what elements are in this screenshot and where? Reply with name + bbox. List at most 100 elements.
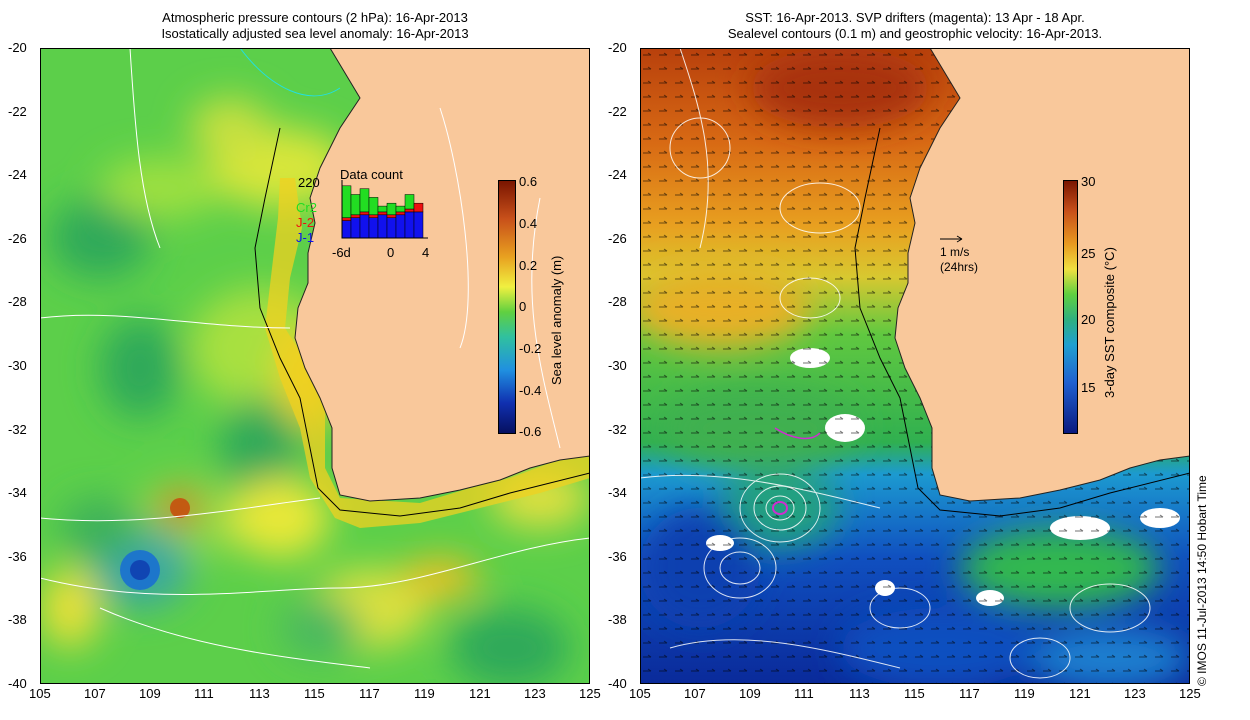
inset-bar-3-j2 [368, 214, 379, 218]
sla-tick-1: 0.4 [519, 216, 538, 231]
right-y-tick--28: -28 [608, 294, 627, 310]
right-y-tick--34: -34 [608, 485, 627, 501]
right-sst-map[interactable] [640, 48, 1190, 684]
inset-bar-3-cr2 [368, 197, 379, 216]
sla-tick-0: 0.6 [519, 174, 538, 189]
velocity-legend-arrow [940, 235, 963, 243]
right-x-tick-105: 105 [629, 686, 651, 701]
right-title-line2: Sealevel contours (0.1 m) and geostrophi… [727, 26, 1103, 41]
left-title-line2: Isostatically adjusted sea level anomaly… [161, 26, 469, 41]
right-y-tick--22: -22 [608, 103, 627, 119]
right-x-tick-117: 117 [959, 686, 980, 701]
left-y-tick--22: -22 [8, 103, 27, 119]
left-y-tick--36: -36 [8, 548, 27, 564]
inset-bar-1-cr2 [350, 194, 361, 216]
right-title-line1: SST: 16-Apr-2013. SVP drifters (magenta)… [745, 10, 1085, 25]
left-x-tick-105: 105 [29, 686, 51, 701]
left-x-tick-119: 119 [414, 686, 435, 701]
right-x-tick-121: 121 [1069, 686, 1091, 701]
inset-bar-8-j1 [413, 211, 424, 239]
left-y-tick--26: -26 [8, 230, 27, 246]
left-x-tick-107: 107 [84, 686, 106, 701]
sst-tick-15: 15 [1081, 380, 1096, 395]
left-x-tick-111: 111 [194, 686, 214, 701]
legend-j1: J-1 [296, 230, 315, 245]
inset-bar-4-cr2 [377, 205, 388, 213]
left-x-tick-117: 117 [359, 686, 380, 701]
right-x-tick-107: 107 [684, 686, 706, 701]
inset-histogram [341, 180, 428, 239]
left-x-tick-123: 123 [524, 686, 546, 701]
left-x-tick-109: 109 [139, 686, 161, 701]
inset-bar-3-j1 [368, 217, 379, 239]
inset-bar-1-j1 [350, 217, 361, 239]
inset-bar-0-j1 [341, 220, 352, 239]
inset-bar-0-cr2 [341, 185, 352, 218]
right-x-tick-115: 115 [904, 686, 925, 701]
inset-bar-2-cr2 [359, 188, 370, 213]
credit-text: © IMOS 11-Jul-2013 14:50 Hobart Time [1195, 475, 1209, 686]
right-y-tick--40: -40 [608, 676, 627, 691]
right-y-tick--32: -32 [608, 421, 627, 437]
inset-bar-2-j2 [359, 211, 370, 216]
inset-xlabel-start: -6d [332, 245, 351, 260]
sla-tick-2: 0.2 [519, 258, 538, 273]
right-y-tick--26: -26 [608, 230, 627, 246]
sst-tick-30: 30 [1081, 174, 1096, 189]
velocity-legend-period: (24hrs) [940, 260, 979, 274]
inset-xlabel-end: 4 [422, 245, 430, 260]
inset-bar-1-j2 [350, 214, 361, 218]
left-x-tick-113: 113 [249, 686, 270, 701]
sla-tick-4: -0.2 [519, 341, 542, 356]
inset-bar-5-cr2 [386, 202, 397, 216]
right-x-tick-123: 123 [1124, 686, 1146, 701]
inset-bar-0-j2 [341, 217, 352, 221]
left-y-tick--38: -38 [8, 612, 27, 628]
inset-bar-7-cr2 [404, 194, 415, 210]
right-x-tick-111: 111 [794, 686, 814, 701]
inset-bar-4-j1 [377, 214, 388, 239]
left-title-line1: Atmospheric pressure contours (2 hPa): 1… [162, 10, 468, 25]
inset-title: Data count [340, 167, 403, 182]
right-y-tick--20: -20 [608, 40, 627, 55]
left-y-tick--32: -32 [8, 421, 27, 437]
inset-bar-6-j2 [395, 211, 406, 216]
inset-bar-5-j2 [386, 214, 397, 218]
right-x-tick-119: 119 [1014, 686, 1035, 701]
inset-max-label: 220 [298, 175, 320, 190]
left-y-tick--30: -30 [8, 358, 27, 373]
left-y-tick--34: -34 [8, 485, 27, 501]
sst-tick-20: 20 [1081, 312, 1096, 327]
left-y-tick--28: -28 [8, 294, 27, 310]
velocity-legend-value: 1 m/s [940, 245, 970, 259]
left-y-tick--40: -40 [8, 676, 27, 691]
right-y-tick--24: -24 [608, 167, 627, 183]
legend-cr2: Cr2 [296, 200, 317, 215]
sst-colorbar [1063, 180, 1078, 434]
sla-tick-3: 0 [519, 299, 527, 314]
sla-tick-5: -0.4 [519, 383, 542, 398]
right-x-tick-113: 113 [849, 686, 870, 701]
inset-bar-5-j1 [386, 217, 397, 239]
inset-bar-7-j1 [404, 211, 415, 239]
left-y-tick--24: -24 [8, 167, 27, 183]
sla-colorbar [498, 180, 516, 434]
right-x-tick-109: 109 [739, 686, 761, 701]
inset-bar-4-j2 [377, 211, 388, 216]
left-x-tick-121: 121 [469, 686, 491, 701]
right-x-tick-125: 125 [1179, 686, 1201, 701]
inset-axes [341, 180, 428, 239]
right-y-tick--30: -30 [608, 358, 627, 373]
sst-colorbar-label: 3-day SST composite (°C) [1102, 247, 1117, 398]
sst-tick-25: 25 [1081, 246, 1096, 261]
left-x-tick-115: 115 [304, 686, 325, 701]
left-x-tick-125: 125 [579, 686, 601, 701]
inset-bar-6-j1 [395, 214, 406, 239]
sla-colorbar-label: Sea level anomaly (m) [549, 255, 564, 385]
inset-bar-6-cr2 [395, 205, 406, 213]
right-y-tick--36: -36 [608, 548, 627, 564]
sla-tick-6: -0.6 [519, 424, 542, 439]
inset-bar-7-j2 [404, 208, 415, 213]
inset-xlabel-zero: 0 [387, 245, 395, 260]
legend-j2: J-2 [296, 215, 315, 230]
